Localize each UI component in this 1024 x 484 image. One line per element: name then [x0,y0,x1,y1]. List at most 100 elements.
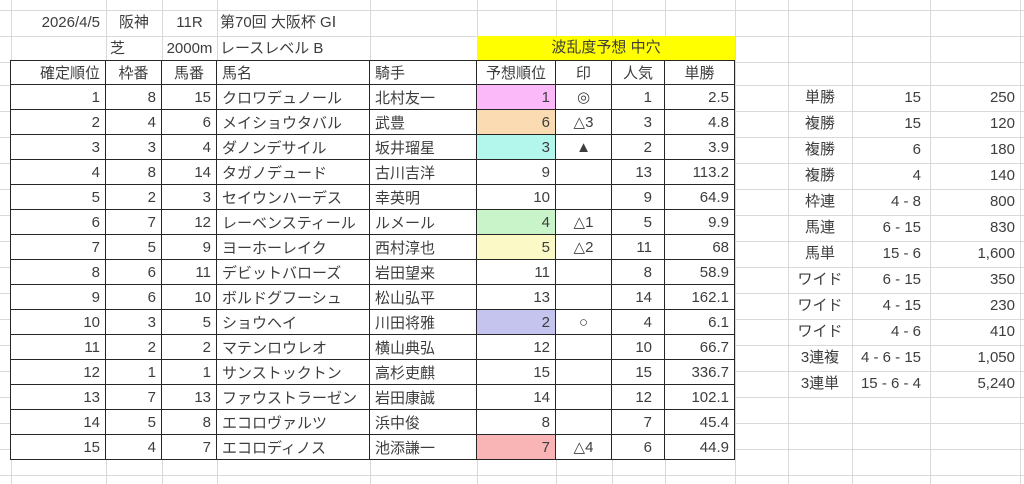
frame-number-cell[interactable]: 2 [105,184,162,210]
frame-number-cell[interactable]: 7 [105,384,162,410]
bet-combination[interactable]: 4 - 15 [882,297,921,314]
win-odds-cell[interactable]: 336.7 [664,359,735,385]
win-odds-cell[interactable]: 9.9 [664,209,735,235]
bet-type[interactable]: 複勝 [804,141,835,158]
header-horse-name[interactable]: 馬名 [216,60,370,85]
popularity-cell[interactable]: 12 [611,384,665,410]
popularity-cell[interactable]: 15 [611,359,665,385]
win-odds-cell[interactable]: 64.9 [664,184,735,210]
win-odds-cell[interactable]: 113.2 [664,159,735,185]
frame-number-cell[interactable]: 5 [105,409,162,435]
prediction-mark-cell[interactable]: △1 [555,209,612,235]
prediction-mark-cell[interactable]: ▲ [555,134,612,160]
bet-type[interactable]: 複勝 [804,167,835,184]
race-date[interactable]: 2026/4/5 [41,14,100,31]
win-odds-cell[interactable]: 6.1 [664,309,735,335]
win-odds-cell[interactable]: 162.1 [664,284,735,310]
finish-rank-cell[interactable]: 10 [10,309,106,335]
predicted-rank-cell[interactable]: 8 [476,409,556,435]
horse-name-cell[interactable]: サンストックトン [216,359,370,385]
prediction-mark-cell[interactable] [555,334,612,360]
header-popularity[interactable]: 人気 [611,60,665,85]
predicted-rank-cell[interactable]: 5 [476,234,556,260]
bet-type[interactable]: 3連単 [800,375,840,392]
frame-number-cell[interactable]: 8 [105,84,162,110]
bet-combination[interactable]: 6 - 15 [882,271,921,288]
popularity-cell[interactable]: 6 [611,434,665,460]
finish-rank-cell[interactable]: 12 [10,359,106,385]
jockey-name-cell[interactable]: 横山典弘 [369,334,477,360]
finish-rank-cell[interactable]: 7 [10,234,106,260]
popularity-cell[interactable]: 8 [611,259,665,285]
horse-name-cell[interactable]: ヨーホーレイク [216,234,370,260]
bet-type[interactable]: ワイド [797,323,843,340]
popularity-cell[interactable]: 1 [611,84,665,110]
jockey-name-cell[interactable]: 幸英明 [369,184,477,210]
frame-number-cell[interactable]: 3 [105,309,162,335]
bet-combination[interactable]: 15 [904,115,921,132]
race-surface[interactable]: 芝 [110,40,126,57]
horse-number-cell[interactable]: 10 [161,284,217,310]
horse-name-cell[interactable]: クロワデュノール [216,84,370,110]
bet-combination[interactable]: 6 - 15 [882,219,921,236]
bet-type[interactable]: 馬連 [804,219,835,236]
prediction-mark-cell[interactable]: ○ [555,309,612,335]
prediction-mark-cell[interactable] [555,184,612,210]
frame-number-cell[interactable]: 4 [105,434,162,460]
popularity-cell[interactable]: 7 [611,409,665,435]
win-odds-cell[interactable]: 66.7 [664,334,735,360]
popularity-cell[interactable]: 13 [611,159,665,185]
horse-number-cell[interactable]: 15 [161,84,217,110]
bet-combination[interactable]: 6 [912,141,921,158]
predicted-rank-cell[interactable]: 6 [476,109,556,135]
popularity-cell[interactable]: 9 [611,184,665,210]
bet-type[interactable]: 枠連 [804,193,835,210]
horse-name-cell[interactable]: マテンロウレオ [216,334,370,360]
frame-number-cell[interactable]: 4 [105,109,162,135]
horse-number-cell[interactable]: 2 [161,334,217,360]
finish-rank-cell[interactable]: 9 [10,284,106,310]
jockey-name-cell[interactable]: 川田将雅 [369,309,477,335]
finish-rank-cell[interactable]: 5 [10,184,106,210]
jockey-name-cell[interactable]: 岩田康誠 [369,384,477,410]
finish-rank-cell[interactable]: 6 [10,209,106,235]
popularity-cell[interactable]: 3 [611,109,665,135]
horse-number-cell[interactable]: 1 [161,359,217,385]
header-jockey-name[interactable]: 騎手 [369,60,477,85]
bet-amount[interactable]: 350 [989,271,1015,288]
frame-number-cell[interactable]: 2 [105,334,162,360]
finish-rank-cell[interactable]: 14 [10,409,106,435]
predicted-rank-cell[interactable]: 9 [476,159,556,185]
prediction-mark-cell[interactable] [555,359,612,385]
jockey-name-cell[interactable]: 松山弘平 [369,284,477,310]
horse-name-cell[interactable]: エコロヴァルツ [216,409,370,435]
finish-rank-cell[interactable]: 8 [10,259,106,285]
horse-number-cell[interactable]: 6 [161,109,217,135]
horse-name-cell[interactable]: ボルドグフーシュ [216,284,370,310]
win-odds-cell[interactable]: 3.9 [664,134,735,160]
finish-rank-cell[interactable]: 11 [10,334,106,360]
horse-number-cell[interactable]: 11 [161,259,217,285]
horse-number-cell[interactable]: 14 [161,159,217,185]
finish-rank-cell[interactable]: 13 [10,384,106,410]
bet-type[interactable]: 馬単 [804,245,835,262]
win-odds-cell[interactable]: 44.9 [664,434,735,460]
predicted-rank-cell[interactable]: 11 [476,259,556,285]
jockey-name-cell[interactable]: 武豊 [369,109,477,135]
win-odds-cell[interactable]: 68 [664,234,735,260]
horse-number-cell[interactable]: 13 [161,384,217,410]
jockey-name-cell[interactable]: 岩田望来 [369,259,477,285]
win-odds-cell[interactable]: 45.4 [664,409,735,435]
bet-combination[interactable]: 15 [904,89,921,106]
race-title[interactable]: 第70回 大阪杯 GⅠ [220,14,337,31]
horse-name-cell[interactable]: エコロディノス [216,434,370,460]
win-odds-cell[interactable]: 2.5 [664,84,735,110]
bet-type[interactable]: 複勝 [804,115,835,132]
bet-type[interactable]: ワイド [797,297,843,314]
frame-number-cell[interactable]: 1 [105,359,162,385]
prediction-mark-cell[interactable]: △4 [555,434,612,460]
finish-rank-cell[interactable]: 15 [10,434,106,460]
win-odds-cell[interactable]: 58.9 [664,259,735,285]
bet-amount[interactable]: 180 [989,141,1015,158]
horse-name-cell[interactable]: ファウストラーゼン [216,384,370,410]
